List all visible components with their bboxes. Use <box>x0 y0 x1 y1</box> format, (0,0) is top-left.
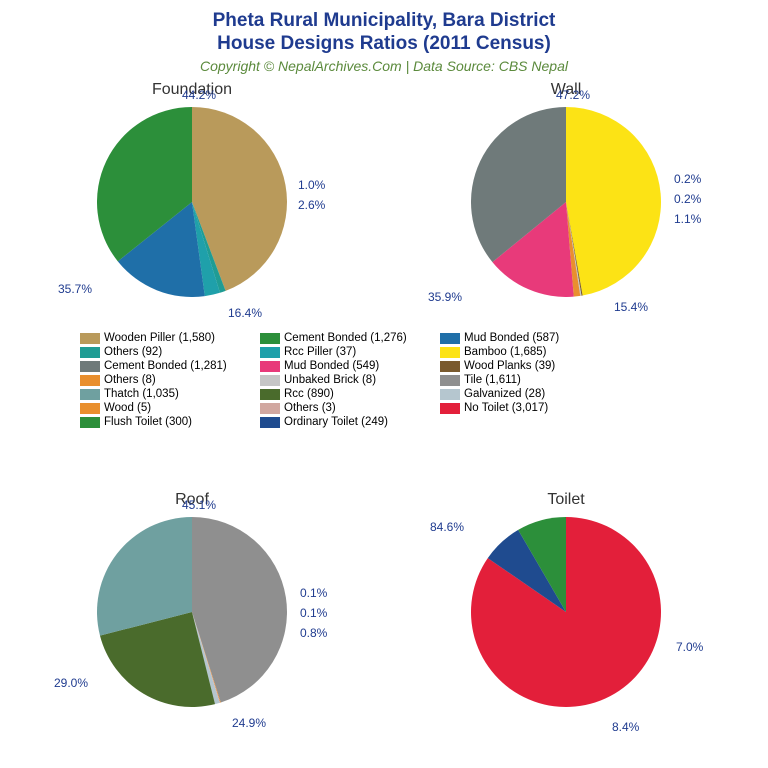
legend-text: No Toilet (3,017) <box>464 402 548 414</box>
legend-swatch <box>80 375 100 386</box>
legend: Wooden Piller (1,580) Others (92) Cement B… <box>80 332 620 428</box>
foundation-label-4: 35.7% <box>58 282 92 296</box>
legend-swatch <box>80 403 100 414</box>
legend-text: Ordinary Toilet (249) <box>284 416 388 428</box>
legend-text: Wood (5) <box>104 402 151 414</box>
chart-main-title: Pheta Rural Municipality, Bara District … <box>0 0 768 56</box>
legend-swatch <box>440 333 460 344</box>
legend-item: Rcc Piller (37) <box>260 346 440 358</box>
legend-item: Bamboo (1,685) <box>440 346 620 358</box>
legend-text: Wood Planks (39) <box>464 360 555 372</box>
legend-text: Cement Bonded (1,276) <box>284 332 407 344</box>
foundation-pie <box>97 107 287 297</box>
legend-item: Rcc (890) <box>260 388 440 400</box>
legend-swatch <box>260 375 280 386</box>
legend-swatch <box>260 333 280 344</box>
legend-swatch <box>440 375 460 386</box>
legend-swatch <box>260 417 280 428</box>
legend-text: Flush Toilet (300) <box>104 416 192 428</box>
legend-item: Wood (5) <box>80 402 260 414</box>
legend-swatch <box>80 347 100 358</box>
legend-text: Thatch (1,035) <box>104 388 179 400</box>
legend-item: Unbaked Brick (8) <box>260 374 440 386</box>
foundation-label-3: 16.4% <box>228 306 262 320</box>
legend-swatch <box>80 389 100 400</box>
roof-label-3: 0.8% <box>300 626 327 640</box>
legend-item: Mud Bonded (587) <box>440 332 620 344</box>
roof-pie <box>97 517 287 707</box>
wall-pie <box>471 107 661 297</box>
legend-text: Rcc Piller (37) <box>284 346 356 358</box>
legend-item: Cement Bonded (1,276) <box>260 332 440 344</box>
legend-text: Others (92) <box>104 346 162 358</box>
foundation-label-2: 2.6% <box>298 198 325 212</box>
roof-label-2: 0.1% <box>300 606 327 620</box>
toilet-label-1: 7.0% <box>676 640 703 654</box>
legend-swatch <box>260 403 280 414</box>
legend-item: Others (3) <box>260 402 440 414</box>
legend-swatch <box>440 389 460 400</box>
legend-swatch <box>260 347 280 358</box>
legend-text: Wooden Piller (1,580) <box>104 332 215 344</box>
legend-item: Galvanized (28) <box>440 388 620 400</box>
legend-text: Mud Bonded (587) <box>464 332 559 344</box>
toilet-label-2: 8.4% <box>612 720 639 734</box>
roof-label-4: 24.9% <box>232 716 266 730</box>
legend-text: Others (8) <box>104 374 156 386</box>
legend-item: Mud Bonded (549) <box>260 360 440 372</box>
toilet-label-0: 84.6% <box>430 520 464 534</box>
legend-swatch <box>80 417 100 428</box>
legend-swatch <box>440 403 460 414</box>
foundation-label-0: 44.2% <box>182 88 216 102</box>
legend-swatch <box>440 361 460 372</box>
wall-label-0: 47.2% <box>556 88 590 102</box>
legend-swatch <box>440 347 460 358</box>
wall-label-2: 0.2% <box>674 192 701 206</box>
legend-swatch <box>80 361 100 372</box>
legend-text: Tile (1,611) <box>464 374 521 386</box>
legend-item: Thatch (1,035) <box>80 388 260 400</box>
legend-swatch <box>80 333 100 344</box>
legend-text: Rcc (890) <box>284 388 334 400</box>
legend-item: Wood Planks (39) <box>440 360 620 372</box>
legend-text: Unbaked Brick (8) <box>284 374 376 386</box>
legend-text: Galvanized (28) <box>464 388 545 400</box>
title-line-2: House Designs Ratios (2011 Census) <box>0 33 768 56</box>
toilet-pie <box>471 517 661 707</box>
roof-label-1: 0.1% <box>300 586 327 600</box>
roof-label-5: 29.0% <box>54 676 88 690</box>
legend-col-2: Mud Bonded (587) Bamboo (1,685) Wood Plank… <box>440 332 620 428</box>
chart-subtitle: Copyright © NepalArchives.Com | Data Sou… <box>0 58 768 74</box>
roof-label-0: 45.1% <box>182 498 216 512</box>
legend-swatch <box>260 361 280 372</box>
legend-col-0: Wooden Piller (1,580) Others (92) Cement B… <box>80 332 260 428</box>
legend-item: Tile (1,611) <box>440 374 620 386</box>
legend-swatch <box>260 389 280 400</box>
legend-item: Others (8) <box>80 374 260 386</box>
foundation-label-1: 1.0% <box>298 178 325 192</box>
legend-item: Ordinary Toilet (249) <box>260 416 440 428</box>
wall-label-3: 1.1% <box>674 212 701 226</box>
wall-slice-0 <box>566 107 661 296</box>
legend-item: Wooden Piller (1,580) <box>80 332 260 344</box>
legend-text: Bamboo (1,685) <box>464 346 546 358</box>
legend-item: Flush Toilet (300) <box>80 416 260 428</box>
wall-label-4: 15.4% <box>614 300 648 314</box>
wall-label-1: 0.2% <box>674 172 701 186</box>
legend-item: No Toilet (3,017) <box>440 402 620 414</box>
legend-col-1: Cement Bonded (1,276) Rcc Piller (37) Mud … <box>260 332 440 428</box>
toilet-chart-title: Toilet <box>466 491 666 509</box>
wall-label-5: 35.9% <box>428 290 462 304</box>
legend-text: Cement Bonded (1,281) <box>104 360 227 372</box>
title-line-1: Pheta Rural Municipality, Bara District <box>0 10 768 33</box>
legend-item: Cement Bonded (1,281) <box>80 360 260 372</box>
legend-text: Others (3) <box>284 402 336 414</box>
legend-text: Mud Bonded (549) <box>284 360 379 372</box>
legend-item: Others (92) <box>80 346 260 358</box>
